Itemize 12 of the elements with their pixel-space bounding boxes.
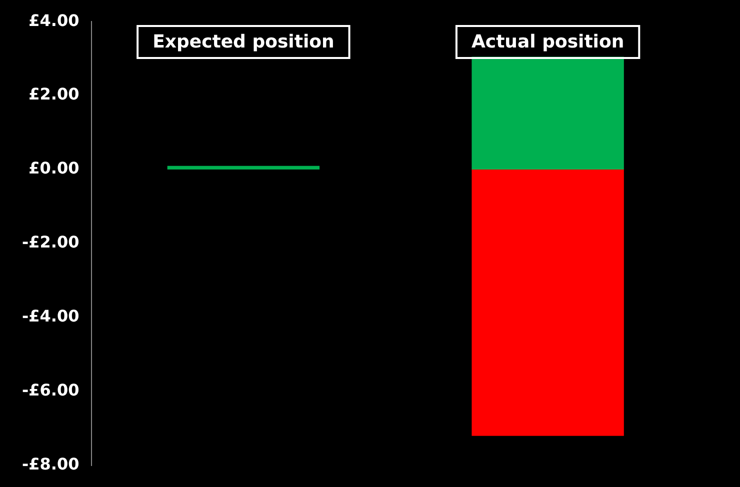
bar: [167, 166, 320, 170]
y-tick-label: -£2.00: [22, 232, 80, 252]
x-tick-label: Expected position: [152, 32, 334, 53]
bar: [472, 56, 624, 170]
bar: [472, 170, 624, 436]
y-tick-label: -£6.00: [22, 380, 80, 400]
y-tick-label: £2.00: [28, 84, 80, 104]
y-tick-label: £4.00: [28, 10, 80, 30]
y-tick-label: £0.00: [28, 158, 80, 178]
x-tick-label: Actual position: [471, 32, 624, 53]
y-tick-label: -£8.00: [22, 454, 80, 474]
y-tick-label: -£4.00: [22, 306, 80, 326]
